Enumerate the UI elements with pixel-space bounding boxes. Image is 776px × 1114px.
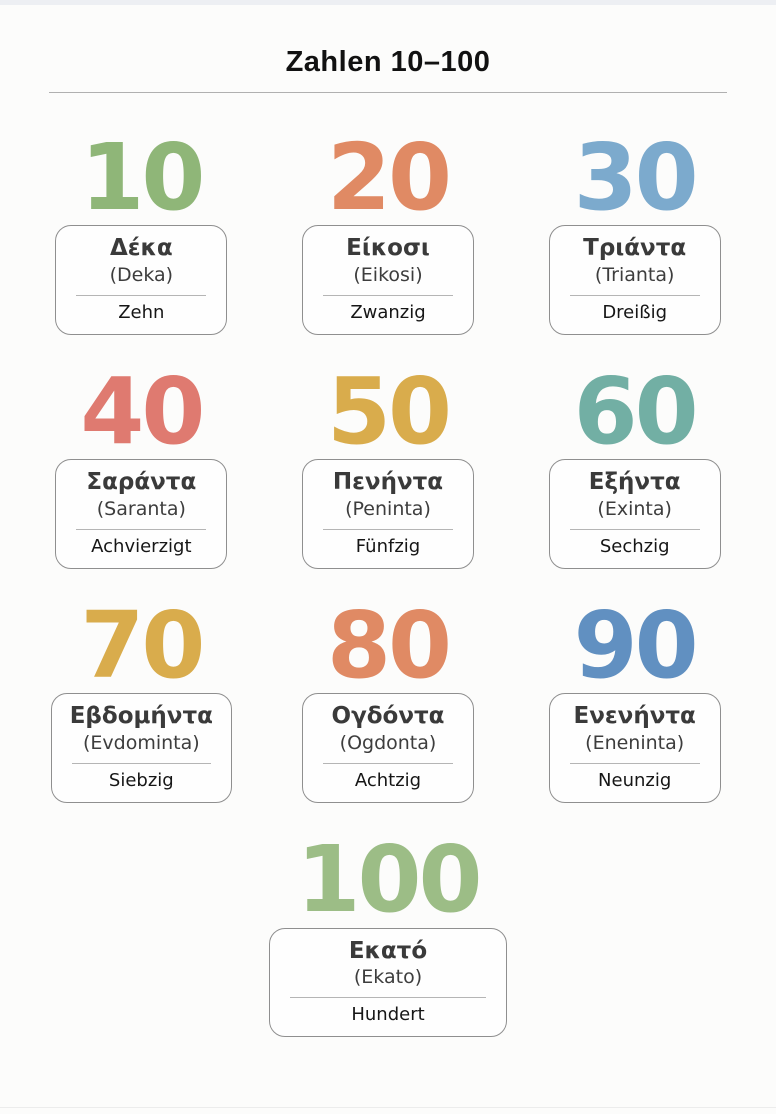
big-number-80: 80 (326, 592, 452, 700)
number-card-10: Δέκα (Deka) Zehn (55, 225, 228, 336)
card-divider (569, 762, 700, 764)
number-card-20: Είκοσι (Eikosi) Zwanzig (302, 225, 474, 336)
card-row-3: 70 Εβδομήντα (Evdominta) Siebzig 80 Ογδό… (18, 592, 758, 804)
card-divider (323, 762, 453, 764)
greek-word: Εξήντα (588, 469, 681, 496)
big-number-70: 70 (80, 592, 205, 700)
big-number-10: 10 (80, 124, 205, 231)
number-card-100: Εκατό (Ekato) Hundert (269, 927, 507, 1038)
german-word: Fünfzig (355, 535, 421, 557)
german-word: Neunzig (598, 769, 672, 791)
number-cell-90: 90 Ενενήντα (Eneninta) Neunzig (511, 592, 758, 804)
number-cell-10: 10 Δέκα (Deka) Zehn (18, 124, 265, 336)
title-divider (49, 92, 727, 93)
romanization: (Evdominta) (82, 732, 200, 755)
romanization: (Trianta) (594, 263, 675, 286)
card-divider (290, 996, 486, 998)
greek-word: Σαράντα (86, 469, 197, 496)
number-cell-50: 50 Πενήντα (Peninta) Fünfzig (265, 358, 512, 570)
big-number-40: 40 (80, 358, 205, 466)
romanization: (Ekato) (353, 966, 423, 989)
number-cell-30: 30 Τριάντα (Trianta) Dreißig (511, 124, 758, 336)
number-card-80: Ογδόντα (Ogdonta) Achtzig (302, 693, 474, 804)
german-word: Zehn (118, 301, 165, 323)
greek-word: Είκοσι (346, 235, 430, 262)
romanization: (Deka) (109, 263, 174, 286)
number-cell-70: 70 Εβδομήντα (Evdominta) Siebzig (18, 592, 265, 804)
big-number-20: 20 (326, 124, 452, 231)
number-cell-40: 40 Σαράντα (Saranta) Achvierzigt (18, 358, 265, 570)
number-card-40: Σαράντα (Saranta) Achvierzigt (55, 459, 228, 570)
card-divider (323, 528, 453, 530)
card-divider (569, 294, 700, 296)
german-word: Siebzig (108, 769, 174, 791)
card-divider (76, 528, 207, 530)
card-divider (76, 294, 207, 296)
top-edge-strip (0, 0, 776, 5)
card-divider (71, 762, 211, 764)
romanization: (Eneninta) (585, 732, 685, 755)
romanization: (Exinta) (597, 497, 672, 520)
card-row-4: 100 Εκατό (Ekato) Hundert (18, 826, 758, 1038)
german-word: Sechzig (599, 535, 670, 557)
number-cell-60: 60 Εξήντα (Exinta) Sechzig (511, 358, 758, 570)
card-divider (569, 528, 700, 530)
german-word: Zwanzig (350, 301, 426, 323)
big-number-100: 100 (296, 826, 482, 934)
greek-word: Πενήντα (332, 469, 444, 496)
card-row-2: 40 Σαράντα (Saranta) Achvierzigt 50 Πενή… (18, 358, 758, 570)
greek-word: Τριάντα (583, 235, 687, 262)
greek-word: Ενενήντα (573, 703, 696, 730)
number-card-90: Ενενήντα (Eneninta) Neunzig (548, 693, 721, 804)
greek-word: Εκατό (348, 937, 428, 964)
romanization: (Saranta) (96, 497, 186, 520)
number-cell-80: 80 Ογδόντα (Ogdonta) Achtzig (265, 592, 512, 804)
greek-word: Δέκα (109, 235, 173, 262)
greek-word: Ογδόντα (331, 703, 445, 730)
big-number-50: 50 (326, 358, 452, 466)
romanization: (Eikosi) (353, 263, 423, 286)
greek-word: Εβδομήντα (69, 703, 213, 730)
german-word: Achtzig (354, 769, 422, 791)
number-card-70: Εβδομήντα (Evdominta) Siebzig (50, 693, 232, 804)
bottom-edge-line (0, 1107, 776, 1108)
number-card-50: Πενήντα (Peninta) Fünfzig (302, 459, 474, 570)
romanization: (Ogdonta) (339, 732, 437, 755)
number-cell-100: 100 Εκατό (Ekato) Hundert (269, 826, 507, 1038)
german-word: Achvierzigt (91, 535, 192, 557)
cards-grid: 10 Δέκα (Deka) Zehn 20 Είκοσι (Eikosi) Z… (0, 124, 776, 1038)
number-cell-20: 20 Είκοσι (Eikosi) Zwanzig (265, 124, 512, 336)
number-card-60: Εξήντα (Exinta) Sechzig (548, 459, 721, 570)
number-card-30: Τριάντα (Trianta) Dreißig (548, 225, 721, 336)
big-number-30: 30 (573, 124, 699, 231)
page-title: Zahlen 10–100 (285, 46, 491, 78)
german-word: Dreißig (602, 301, 668, 323)
card-row-1: 10 Δέκα (Deka) Zehn 20 Είκοσι (Eikosi) Z… (18, 124, 758, 336)
german-word: Hundert (351, 1003, 425, 1025)
romanization: (Peninta) (345, 497, 431, 520)
big-number-90: 90 (573, 592, 699, 700)
card-divider (323, 294, 453, 296)
big-number-60: 60 (573, 358, 699, 466)
